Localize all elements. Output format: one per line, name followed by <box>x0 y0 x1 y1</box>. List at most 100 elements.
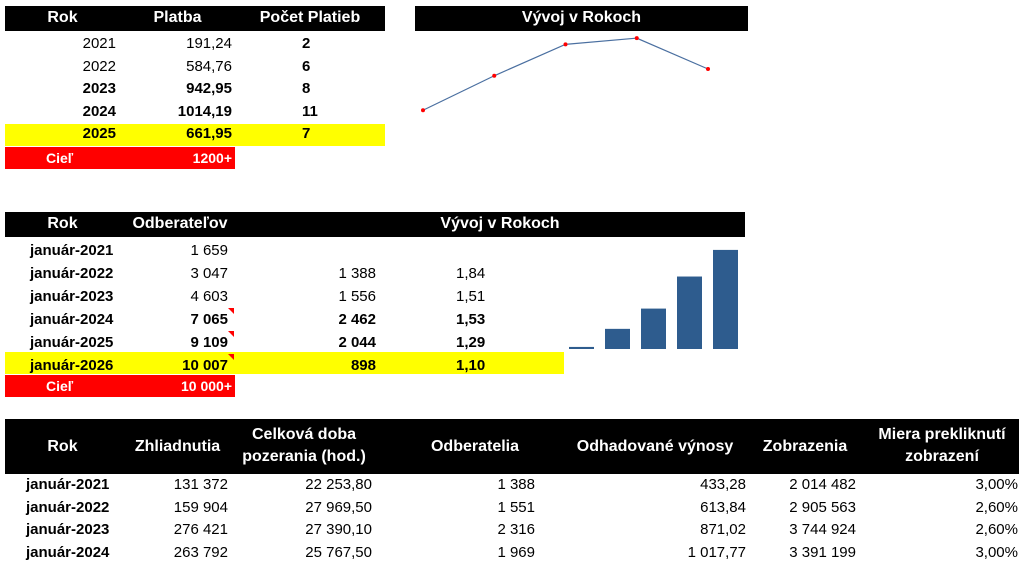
table1-payment: 942,95 <box>186 80 232 97</box>
table2-subscribers: 1 659 <box>190 242 228 259</box>
table1-header <box>5 6 385 31</box>
chart1-point <box>563 42 568 47</box>
chart1-point <box>706 67 710 72</box>
table1-header-count: Počet Platieb <box>259 9 361 26</box>
table2-subscribers: 4 603 <box>190 288 228 305</box>
table3-views: 276 421 <box>173 521 228 538</box>
table3-watchtime: 22 253,80 <box>305 476 372 493</box>
table2-difference: 1 388 <box>338 265 376 282</box>
chart1-header <box>415 6 748 31</box>
table2-subscribers: 7 065 <box>190 311 228 328</box>
table2-subscribers: 9 109 <box>190 334 228 351</box>
table1-goal-label: Cieľ <box>46 150 74 166</box>
table3-header-ctr: Miera prekliknutí zobrazení <box>878 426 1006 465</box>
chart1-line-chart <box>421 36 710 113</box>
table1-count: 6 <box>302 57 311 75</box>
table3-revenue: 871,02 <box>700 521 746 538</box>
table2-highlight-row <box>5 352 564 374</box>
table3-header-subscribers: Odberatelia <box>430 438 520 455</box>
table2-goal-row <box>5 375 235 397</box>
chart2-bar <box>605 328 630 349</box>
table2-year: január-2022 <box>30 265 114 282</box>
chart1-point <box>421 108 425 113</box>
table3-watchtime: 27 390,10 <box>305 521 372 538</box>
table1-count: 11 <box>302 102 318 120</box>
table1-payment: 1014,19 <box>177 102 232 120</box>
table1-count: 8 <box>302 80 311 97</box>
table3-header-revenue: Odhadované výnosy <box>576 438 734 455</box>
table3-impressions: 3 391 199 <box>789 543 856 561</box>
table2-header <box>5 212 745 237</box>
table3-views: 159 904 <box>173 498 228 516</box>
table3-subscribers: 2 316 <box>497 521 535 538</box>
comment-indicator-icon <box>228 308 234 314</box>
table2-goal-value: 10 000+ <box>181 378 232 394</box>
table3-subscribers: 1 969 <box>497 543 535 561</box>
table2-year: január-2021 <box>30 242 114 259</box>
table3-header-views: Zhliadnutia <box>134 438 221 455</box>
comment-indicator-icon <box>228 331 234 337</box>
table3-watchtime: 25 767,50 <box>305 543 372 561</box>
table2-ratio: 1,29 <box>456 334 486 351</box>
table2-difference: 1 556 <box>338 288 376 305</box>
table1-count: 2 <box>302 35 311 52</box>
table1-header-year: Rok <box>47 9 78 26</box>
chart1-series-line <box>422 37 709 111</box>
table3-year: január-2022 <box>26 498 110 516</box>
table3-watchtime: 27 969,50 <box>305 498 372 516</box>
table3-header-watchtime: Celková doba pozerania (hod.) <box>242 426 366 465</box>
table2-subscribers: 3 047 <box>190 265 228 282</box>
table3-impressions: 2 014 482 <box>789 476 856 493</box>
table2-ratio: 1,10 <box>456 357 486 374</box>
table3-year: január-2024 <box>26 543 110 561</box>
chart1-point <box>492 73 497 78</box>
table3-ctr: 3,00% <box>975 543 1018 561</box>
table3-ctr: 2,60% <box>975 498 1018 516</box>
table3-views: 131 372 <box>173 476 228 493</box>
table2-year: január-2024 <box>30 311 114 328</box>
table2-goal-label: Cieľ <box>46 378 74 394</box>
table1-year: 2021 <box>82 35 116 52</box>
comment-indicator-icon <box>228 354 234 360</box>
table3-impressions: 2 905 563 <box>789 498 856 516</box>
table2-year: január-2023 <box>30 288 114 305</box>
table1-payment: 661,95 <box>186 125 232 142</box>
table3-year: január-2021 <box>26 476 110 493</box>
chart2-bar <box>677 276 702 349</box>
table1-year: 2023 <box>82 80 116 97</box>
chart2-bar <box>713 249 738 349</box>
table1-goal-row <box>5 147 235 169</box>
table3-header-impressions: Zobrazenia <box>762 438 848 455</box>
table2-header-subs: Odberateľov <box>132 215 228 232</box>
table2-ratio: 1,51 <box>456 288 486 305</box>
table2-difference: 898 <box>350 357 376 374</box>
table1-goal-value: 1200+ <box>192 150 232 166</box>
table2-year: január-2025 <box>30 334 114 351</box>
table3-header-year: Rok <box>47 438 78 455</box>
table1-payment: 191,24 <box>186 35 232 52</box>
table3-ctr: 3,00% <box>975 476 1018 493</box>
chart1-point <box>634 36 639 41</box>
table3-revenue: 1 017,77 <box>687 543 746 561</box>
table3-revenue: 613,84 <box>700 498 746 516</box>
chart2-bar-chart <box>569 249 738 349</box>
table2-difference: 2 044 <box>338 334 376 351</box>
table2-ratio: 1,53 <box>456 311 486 328</box>
table1-highlight-row <box>5 124 385 146</box>
table2-chart-title: Vývoj v Rokoch <box>440 215 560 232</box>
table3-header <box>5 419 1019 474</box>
table3-impressions: 3 744 924 <box>789 521 856 538</box>
table1-year: 2025 <box>82 125 116 142</box>
chart1-title: Vývoj v Rokoch <box>521 9 642 26</box>
table1-year: 2024 <box>82 102 116 120</box>
table2-subscribers: 10 007 <box>182 357 228 374</box>
table3-subscribers: 1 388 <box>497 476 535 493</box>
table2-year: január-2026 <box>30 357 114 374</box>
table1-year: 2022 <box>82 57 116 75</box>
table3-revenue: 433,28 <box>700 476 746 493</box>
table1-header-payment: Platba <box>153 9 202 26</box>
table2-header-year: Rok <box>47 215 78 232</box>
table3-views: 263 792 <box>173 543 228 561</box>
table3-ctr: 2,60% <box>975 521 1018 538</box>
table2-ratio: 1,84 <box>456 265 486 282</box>
